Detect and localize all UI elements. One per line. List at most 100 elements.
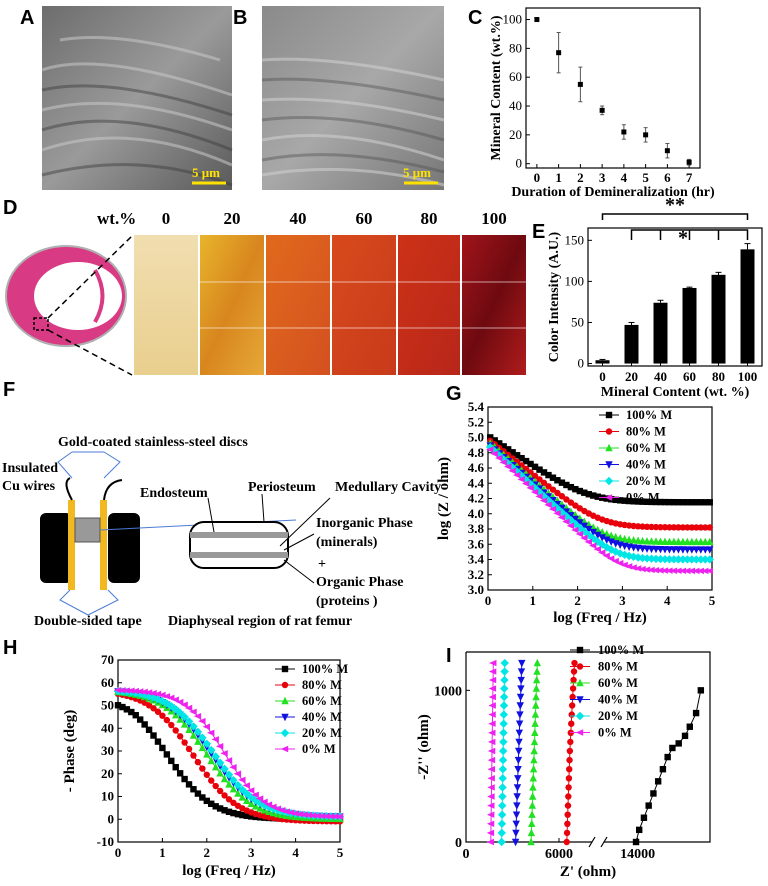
data-point <box>220 764 229 774</box>
data-point <box>526 484 534 492</box>
data-point <box>642 566 651 573</box>
data-point <box>215 758 225 767</box>
data-point <box>692 555 701 564</box>
y-tick-label: 40 <box>101 720 114 735</box>
data-point <box>615 549 625 558</box>
data-point <box>576 487 584 495</box>
data-point <box>137 716 144 723</box>
data-point <box>514 775 522 783</box>
data-point <box>189 722 198 731</box>
data-point <box>180 712 189 722</box>
data-point <box>645 802 652 809</box>
data-point <box>620 534 629 543</box>
data-point <box>490 450 498 458</box>
label-minerals: (minerals) <box>316 535 378 550</box>
data-point <box>172 764 179 771</box>
legend-label: 0% M <box>302 742 336 756</box>
data-point <box>531 728 539 736</box>
data-point <box>499 737 508 747</box>
data-point <box>229 775 238 785</box>
scale-bar-label-a: 5 μm <box>192 165 220 180</box>
data-point <box>500 443 507 450</box>
data-point <box>181 775 188 783</box>
data-point <box>517 685 525 693</box>
legend-label: 20% M <box>302 726 342 740</box>
data-point <box>225 780 233 788</box>
data-point <box>702 524 709 531</box>
sem-image-a: 5 μm <box>41 6 233 190</box>
data-point <box>564 811 571 818</box>
data-point <box>678 567 687 575</box>
data-point <box>590 492 597 499</box>
x-tick-label: 4 <box>664 593 671 608</box>
data-point <box>153 695 163 704</box>
data-point <box>634 536 642 544</box>
data-point <box>539 497 548 504</box>
data-point <box>131 689 140 698</box>
data-point <box>512 820 520 828</box>
data-point <box>515 747 523 756</box>
data-point <box>194 758 202 766</box>
data-point <box>532 684 541 692</box>
bar <box>740 249 755 364</box>
data-point <box>264 801 273 808</box>
y-tick-label: 10 <box>101 789 114 804</box>
data-point <box>127 687 135 694</box>
data-point <box>517 668 526 676</box>
data-point <box>140 688 148 696</box>
data-point <box>212 782 219 790</box>
data-point <box>516 711 524 719</box>
data-point <box>171 705 180 714</box>
label-plus: + <box>318 557 326 572</box>
data-point <box>650 790 657 797</box>
data-point <box>687 567 696 575</box>
data-point <box>513 793 521 801</box>
y-tick-label: 5.2 <box>468 414 484 429</box>
data-point <box>185 781 193 788</box>
chart-g-impedance: 0 1 2 3 4 53.03.23.43.63.84.04.24.44.64.85.05… <box>436 399 716 626</box>
data-point <box>500 658 509 668</box>
data-point <box>558 479 566 486</box>
data-point <box>553 504 562 513</box>
data-point <box>563 481 570 489</box>
data-point <box>594 493 601 500</box>
data-point <box>616 534 624 542</box>
y-tick-label: 3.8 <box>468 521 485 536</box>
data-point <box>202 739 211 748</box>
data-point <box>705 567 713 575</box>
label-diaphyseal: Diaphyseal region of rat femur <box>168 614 352 629</box>
data-point <box>238 785 247 794</box>
data-point <box>123 706 131 713</box>
data-point <box>516 693 525 702</box>
data-point <box>563 829 571 837</box>
wt-column-label: 80 <box>421 209 438 228</box>
x-tick-label: 2 <box>204 845 211 860</box>
data-point <box>225 808 233 816</box>
data-point <box>529 774 537 782</box>
data-point <box>176 733 184 740</box>
data-point <box>154 738 162 745</box>
data-point <box>594 525 602 534</box>
data-point <box>629 564 637 571</box>
data-point <box>562 518 570 525</box>
data-point <box>154 708 162 715</box>
data-point <box>530 737 539 746</box>
data-point <box>638 553 647 563</box>
data-point <box>692 709 700 717</box>
y-tick-label: 80 <box>509 40 522 55</box>
y-tick-label: 4.4 <box>468 475 485 490</box>
y-axis-label: Mineral Content (wt.%) <box>489 15 504 160</box>
data-point <box>168 757 175 765</box>
data-point <box>659 766 667 773</box>
data-point <box>621 497 628 504</box>
label-gold-discs: Gold-coated stainless-steel discs <box>58 435 248 450</box>
data-point <box>675 524 682 531</box>
data-point <box>532 675 541 684</box>
data-point <box>132 712 139 719</box>
data-point <box>185 725 193 733</box>
x-tick-label: 6000 <box>545 847 573 862</box>
x-tick-label: 2 <box>577 170 584 185</box>
legend-label: 80% M <box>302 678 342 692</box>
data-point <box>654 778 662 785</box>
